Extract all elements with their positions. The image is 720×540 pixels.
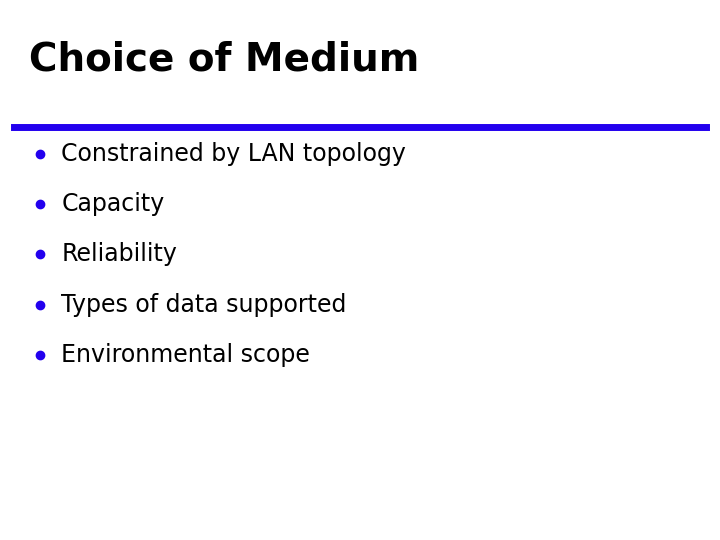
Text: Constrained by LAN topology: Constrained by LAN topology	[61, 142, 406, 166]
Text: Types of data supported: Types of data supported	[61, 293, 346, 316]
Text: Capacity: Capacity	[61, 192, 164, 216]
Text: Reliability: Reliability	[61, 242, 177, 266]
Text: Environmental scope: Environmental scope	[61, 343, 310, 367]
Text: Choice of Medium: Choice of Medium	[29, 40, 419, 78]
